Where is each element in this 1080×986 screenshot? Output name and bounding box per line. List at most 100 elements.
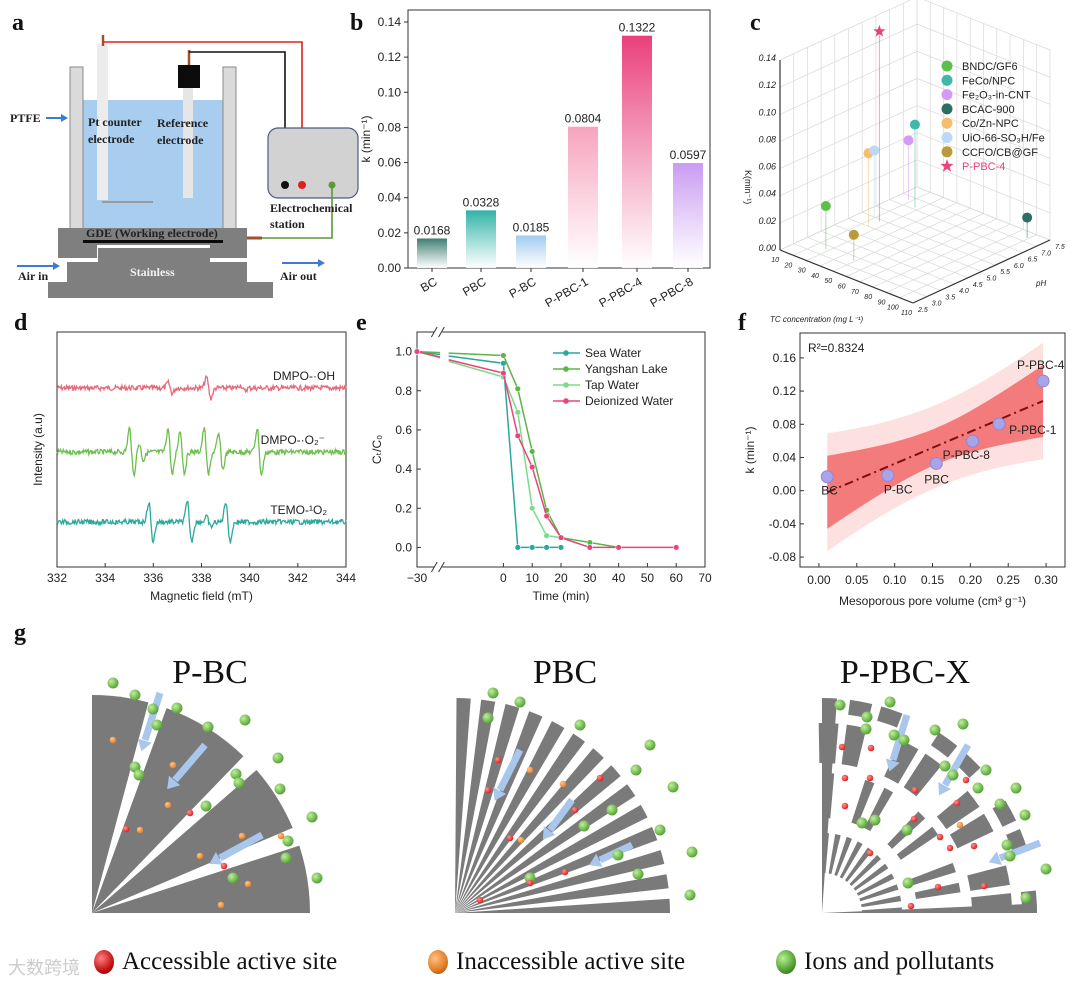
x-tick-label: 342 [288,571,308,585]
series-line-pre-break [416,350,441,358]
data-point [557,544,565,551]
accessible-site [910,815,918,823]
data-point [500,352,507,359]
accessible-site [596,774,604,782]
data-point [903,135,914,146]
pollutant-ball [487,687,499,699]
legend-label: BCAC-900 [962,104,1015,116]
legend-label: Fe₂O₃-in-CNT [962,90,1031,102]
carbon-wedge [455,765,621,913]
accessible-site [866,774,874,782]
pollutant-ball [957,718,969,730]
label-air-out: Air out [280,269,317,283]
spectrum-line [56,425,347,478]
y-tick-label: 0.00 [773,484,797,498]
axis-break-gap [434,563,443,571]
panel-label-d: d [14,310,28,336]
accessible-site [122,825,130,833]
carbon-wedge [455,804,648,913]
bar-value-label: 0.0328 [463,195,500,209]
spectrum-label: DMPO-·OH [273,369,335,383]
carbon-wedge [455,699,496,913]
spectrum-label: DMPO-·O₂⁻ [261,433,325,447]
grid-line [848,218,982,272]
accessible-site [970,842,978,850]
pollutant-ball [280,852,292,864]
x-tick-label: 344 [336,571,356,585]
spectrum-line [56,500,347,545]
y-tick-label: 2.5 [917,307,928,314]
x-axis-label: Time (min) [533,589,590,603]
x-tick-label: 332 [47,571,67,585]
y-tick-label: 0.8 [395,384,412,398]
x-tick-label: 340 [240,571,260,585]
carbon-wedge [455,748,604,913]
accessible-site [980,882,988,890]
legend-label: Sea Water [585,346,641,360]
carbon-segment [967,865,1010,891]
carbon-wedge [92,845,310,913]
x-tick-label: 0.20 [959,573,983,587]
accessible-site [911,786,919,794]
pollutant-ball [1040,863,1052,875]
pollutant-ball [202,721,214,733]
x-axis-label: Magnetic field (mT) [150,589,253,603]
accessible-site [220,862,228,870]
carbon-segment [849,854,881,886]
panel-label-e: e [356,310,367,336]
pollutant-ball [151,719,163,731]
x-tick-label: 30 [798,268,806,275]
y-axis-label: k (min⁻¹) [359,116,373,163]
data-point [543,532,550,539]
data-point [557,534,565,541]
carbon-wedge [455,711,543,913]
inaccessible-site [196,852,204,860]
y-tick-label: 0.04 [378,191,402,205]
pollutant-ball [630,764,642,776]
legend-label: Ions and pollutants [804,948,995,975]
carbon-segment [903,753,942,797]
terminal-red [298,181,306,189]
y-axis-label: Intensity (a.u) [31,413,45,486]
ptfe-wall-right [222,66,237,246]
schematic-legend: 大数跨境 Accessible active site Inaccessible… [0,948,1080,986]
z-tick-label: 0.02 [758,216,776,226]
grid-line [779,0,1051,61]
accessible-site [962,776,970,784]
y-tick-label: 0.08 [378,120,402,134]
data-point [820,470,834,484]
data-point [529,448,536,455]
pollutant-ball [230,768,242,780]
point-label: P-BC [884,482,913,496]
pollutant-ball [133,769,145,781]
series-line [448,355,561,549]
carbon-segment [853,863,889,891]
pollutant-ball [632,868,644,880]
data-point [514,544,521,551]
x-tick-label: 90 [878,299,886,306]
reference-electrode-rod [183,88,193,198]
pollutant-ball [994,798,1006,810]
x-tick-label: 0.25 [997,573,1021,587]
carbon-segment [914,882,961,899]
pollutant-ball [578,820,590,832]
data-point [529,464,536,471]
carbon-wedge [455,784,636,913]
data-point [514,385,521,392]
reference-electrode-cap [178,65,200,88]
arrow-icon [318,259,325,267]
label-reference-2: electrode [157,133,204,147]
accessible-site [907,902,915,910]
diffusion-arrow [547,797,575,833]
data-point [992,417,1006,431]
y-tick-label: 6.5 [1028,257,1038,264]
pollutant-ball [107,677,119,689]
data-point [543,544,550,551]
diffusion-arrow [496,748,524,792]
legend-label: UiO-66-SO₃H/Fe [962,133,1045,145]
orange-ball-icon [428,950,448,974]
x-tick-label: 0.00 [807,573,831,587]
legend-star-icon [940,159,954,172]
arrow-icon [61,114,68,122]
legend-accessible: Accessible active site [94,948,337,976]
